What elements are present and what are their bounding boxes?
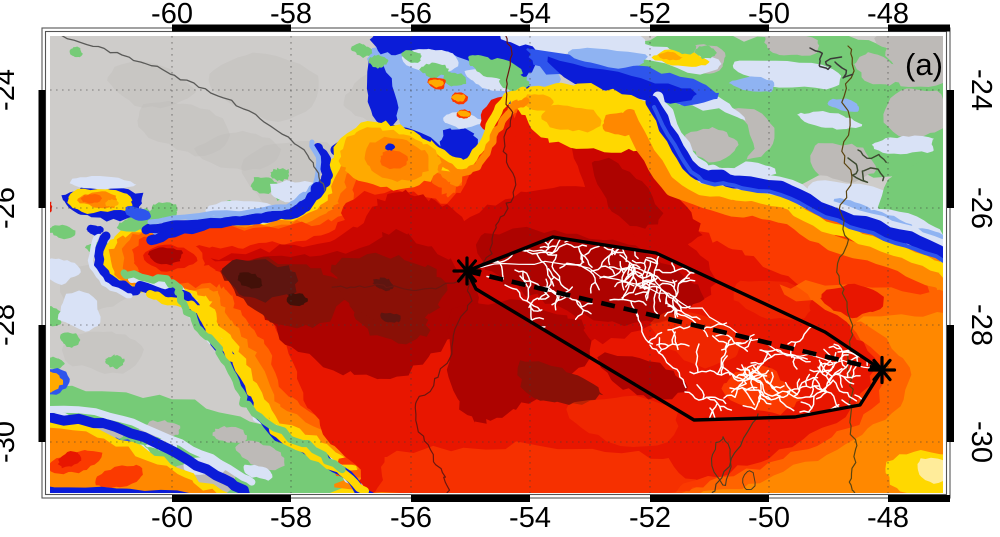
svg-text:-48: -48 [867, 0, 909, 30]
svg-text:-50: -50 [748, 0, 790, 30]
svg-text:-28: -28 [965, 304, 997, 346]
svg-text:-58: -58 [270, 0, 312, 30]
svg-text:-24: -24 [965, 69, 997, 111]
svg-text:-58: -58 [270, 502, 312, 532]
svg-text:-54: -54 [509, 502, 551, 532]
svg-text:(a): (a) [905, 47, 943, 82]
svg-text:-50: -50 [748, 502, 790, 532]
svg-text:-52: -52 [629, 0, 671, 30]
svg-text:-56: -56 [390, 0, 432, 30]
svg-text:-52: -52 [629, 502, 671, 532]
svg-text:-56: -56 [390, 502, 432, 532]
svg-text:-54: -54 [509, 0, 551, 30]
svg-text:-24: -24 [0, 69, 21, 111]
svg-text:-60: -60 [151, 502, 193, 532]
svg-text:-30: -30 [965, 421, 997, 463]
svg-text:-26: -26 [0, 187, 21, 229]
svg-text:-28: -28 [0, 304, 21, 346]
svg-text:-26: -26 [965, 187, 997, 229]
svg-text:-60: -60 [151, 0, 193, 30]
svg-text:-48: -48 [867, 502, 909, 532]
svg-text:-30: -30 [0, 421, 21, 463]
